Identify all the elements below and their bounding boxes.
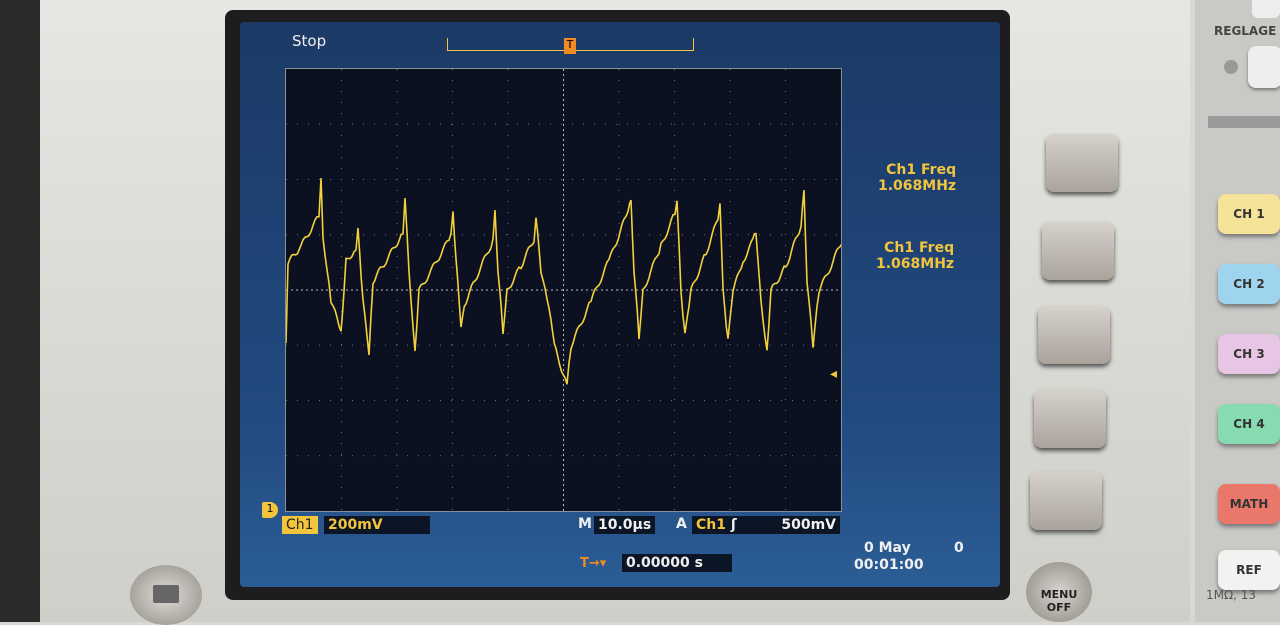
ch1-waveform-trace xyxy=(285,178,847,385)
channel-button-ch1[interactable]: CH 1 xyxy=(1218,194,1280,234)
background-edge xyxy=(0,0,40,622)
measurement-2: Ch1 Freq 1.068MHz xyxy=(876,240,954,272)
trigger-readout: Ch1 ʃ 500mV xyxy=(692,516,840,534)
acquisition-status: Stop xyxy=(292,32,327,50)
trigger-level: 500mV xyxy=(781,517,836,533)
panel-button-top[interactable] xyxy=(1252,0,1280,18)
measurement-1: Ch1 Freq 1.068MHz xyxy=(878,162,956,194)
side-menu-button-1[interactable] xyxy=(1046,134,1118,192)
side-menu-button-4[interactable] xyxy=(1034,390,1106,448)
panel-divider xyxy=(1208,116,1280,128)
printer-icon xyxy=(153,585,179,603)
indicator-led xyxy=(1224,60,1238,74)
channel-button-math[interactable]: MATH xyxy=(1218,484,1280,524)
trigger-position: 0.00000 s xyxy=(622,554,732,572)
timebase-label: M xyxy=(578,516,592,532)
trigger-level-arrow-icon: ◂ xyxy=(830,366,838,382)
graticule xyxy=(285,68,847,512)
channel-button-ch2[interactable]: CH 2 xyxy=(1218,264,1280,304)
side-menu-button-5[interactable] xyxy=(1030,472,1102,530)
input-impedance-note: 1MΩ, 13 xyxy=(1206,588,1257,602)
trigger-source: Ch1 xyxy=(696,517,726,533)
reglage-button[interactable] xyxy=(1248,46,1280,88)
volts-per-div: 200mV xyxy=(324,516,430,534)
reglage-label: REGLAGE xyxy=(1214,24,1277,38)
front-panel xyxy=(1195,0,1280,622)
side-menu-button-3[interactable] xyxy=(1038,306,1110,364)
date-extra: 0 xyxy=(954,540,964,556)
menu-off-button[interactable]: MENU OFF xyxy=(1026,562,1092,622)
meas1-value: 1.068MHz xyxy=(878,178,957,194)
channel-button-ch3[interactable]: CH 3 xyxy=(1218,334,1280,374)
channel-label: Ch1 xyxy=(282,516,318,534)
print-button[interactable] xyxy=(130,565,202,625)
side-menu-button-2[interactable] xyxy=(1042,222,1114,280)
meas2-label: Ch1 Freq xyxy=(884,240,955,256)
rising-edge-icon: ʃ xyxy=(730,517,737,533)
timebase-value: 10.0µs xyxy=(594,516,656,534)
meas2-value: 1.068MHz xyxy=(876,256,955,272)
channel-button-ch4[interactable]: CH 4 xyxy=(1218,404,1280,444)
trigger-position-icon: T xyxy=(564,38,576,54)
date: 0 May xyxy=(864,540,911,556)
channel-ground-marker: 1 xyxy=(262,502,278,518)
trigger-delay-icon: T→▾ xyxy=(580,556,607,571)
meas1-label: Ch1 Freq xyxy=(886,162,957,178)
trigger-label: A xyxy=(676,516,687,532)
time: 00:01:00 xyxy=(854,557,924,573)
waveform-display xyxy=(285,69,847,511)
channel-button-ref[interactable]: REF xyxy=(1218,550,1280,590)
